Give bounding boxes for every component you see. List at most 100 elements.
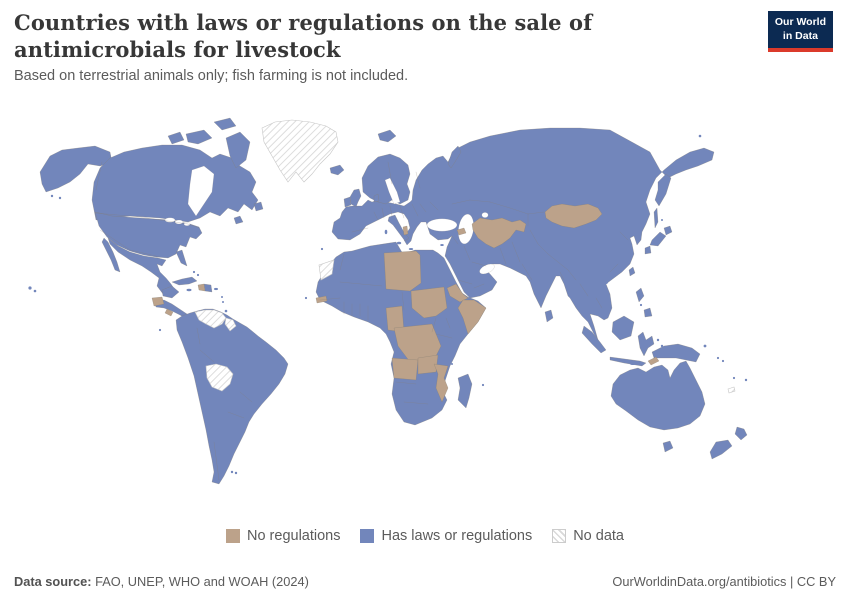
- moluccas-dot: [656, 338, 660, 342]
- novaya-zemlya[interactable]: [447, 145, 462, 169]
- gambia-region[interactable]: [315, 295, 328, 304]
- galapagos: [158, 328, 162, 332]
- ellesmere-island[interactable]: [213, 117, 237, 131]
- cuba[interactable]: [171, 276, 198, 286]
- baffin-island[interactable]: [225, 131, 251, 169]
- baja-california[interactable]: [101, 237, 121, 273]
- baltic-sea: [384, 177, 401, 205]
- bahamas-dot: [196, 273, 200, 277]
- yucatan[interactable]: [161, 285, 180, 299]
- owid-logo[interactable]: Our World in Data: [767, 11, 833, 53]
- jamaica: [186, 288, 192, 292]
- uk-region[interactable]: [349, 188, 362, 208]
- kamchatka[interactable]: [654, 173, 672, 207]
- alaska-region[interactable]: [39, 145, 113, 193]
- cape-verde-dot: [304, 296, 308, 300]
- somalia-region[interactable]: [457, 299, 487, 335]
- iceland[interactable]: [329, 164, 345, 176]
- nz-south-island[interactable]: [709, 439, 733, 460]
- canary-dot: [320, 247, 324, 251]
- legend-item-has-laws[interactable]: Has laws or regulations: [360, 528, 532, 544]
- libya-region[interactable]: [383, 250, 422, 292]
- falkland-dot: [230, 470, 234, 474]
- island-dot: [28, 286, 32, 290]
- nova-scotia[interactable]: [233, 215, 244, 225]
- eritrea-djibouti-region[interactable]: [446, 283, 469, 303]
- new-caledonia-region[interactable]: [727, 386, 736, 394]
- greenland-region[interactable]: [261, 119, 339, 183]
- has-laws-regions[interactable]: [39, 117, 748, 485]
- mindanao[interactable]: [643, 307, 653, 318]
- bahamas-dot: [192, 270, 196, 274]
- venezuela-region[interactable]: [194, 309, 227, 329]
- haiti-region[interactable]: [197, 283, 206, 292]
- south-america-region[interactable]: [175, 308, 289, 485]
- data-source-label: Data source:: [14, 574, 92, 589]
- florida[interactable]: [175, 249, 188, 267]
- great-lake: [174, 219, 184, 225]
- border-line: [95, 161, 103, 191]
- island-dot: [58, 196, 62, 200]
- sri-lanka[interactable]: [544, 309, 554, 323]
- small-islands: [28, 134, 748, 475]
- world-map[interactable]: [0, 112, 850, 522]
- legend-item-no-data[interactable]: No data: [552, 528, 624, 544]
- australia-region[interactable]: [610, 360, 706, 431]
- madagascar[interactable]: [457, 373, 473, 409]
- canada-region[interactable]: [91, 144, 259, 223]
- new-guinea[interactable]: [651, 343, 701, 363]
- luzon[interactable]: [635, 287, 645, 303]
- armenia-region[interactable]: [456, 227, 467, 236]
- trinidad: [224, 309, 228, 313]
- costa-rica-region[interactable]: [164, 308, 174, 317]
- zambia-region[interactable]: [417, 354, 439, 375]
- kyushu[interactable]: [644, 245, 652, 255]
- credit-link[interactable]: OurWorldinData.org/antibiotics | CC BY: [612, 574, 836, 589]
- honshu[interactable]: [649, 231, 667, 247]
- no-data-regions[interactable]: [194, 119, 736, 394]
- sumatra[interactable]: [581, 325, 607, 354]
- chart-subtitle: Based on terrestrial animals only; fish …: [14, 68, 409, 84]
- no-regulations-regions[interactable]: [151, 203, 660, 403]
- denmark[interactable]: [373, 193, 380, 203]
- central-asia-region[interactable]: [471, 217, 527, 249]
- comoros: [451, 363, 453, 365]
- puerto-rico: [214, 287, 218, 291]
- sudan-region[interactable]: [410, 286, 448, 319]
- island-dot: [33, 289, 37, 293]
- guatemala-region[interactable]: [151, 296, 165, 307]
- angola-region[interactable]: [391, 357, 419, 381]
- timor-region[interactable]: [647, 356, 660, 366]
- country-borders: [94, 161, 629, 481]
- visayas-dot: [639, 303, 643, 307]
- border-line: [451, 199, 603, 309]
- western-sahara-region[interactable]: [318, 259, 335, 281]
- fiji-dot: [744, 378, 748, 382]
- eurasia-region[interactable]: [331, 127, 715, 341]
- border-line: [319, 253, 453, 405]
- hokkaido[interactable]: [663, 225, 673, 236]
- bolivia-region[interactable]: [205, 363, 234, 392]
- mauritius: [481, 383, 485, 387]
- albania-region[interactable]: [402, 225, 409, 236]
- tasmania[interactable]: [662, 440, 674, 453]
- wrangel-dot: [698, 134, 702, 138]
- banks-island[interactable]: [167, 131, 185, 145]
- ireland[interactable]: [343, 196, 352, 208]
- sulawesi[interactable]: [637, 331, 655, 357]
- victoria-island[interactable]: [185, 129, 213, 145]
- borneo[interactable]: [611, 315, 635, 341]
- newfoundland[interactable]: [253, 201, 264, 212]
- svalbard[interactable]: [377, 129, 397, 143]
- hainan: [604, 280, 608, 284]
- guyana-region[interactable]: [224, 317, 237, 332]
- sakhalin[interactable]: [653, 207, 659, 229]
- world-map-svg[interactable]: [0, 112, 850, 522]
- java[interactable]: [609, 356, 647, 367]
- taiwan[interactable]: [628, 266, 636, 277]
- nz-north-island[interactable]: [734, 426, 748, 441]
- mongolia-region[interactable]: [544, 203, 603, 229]
- mozambique-malawi-region[interactable]: [433, 363, 449, 403]
- scandinavia-region[interactable]: [361, 153, 411, 205]
- legend-item-no-regulations[interactable]: No regulations: [225, 528, 340, 544]
